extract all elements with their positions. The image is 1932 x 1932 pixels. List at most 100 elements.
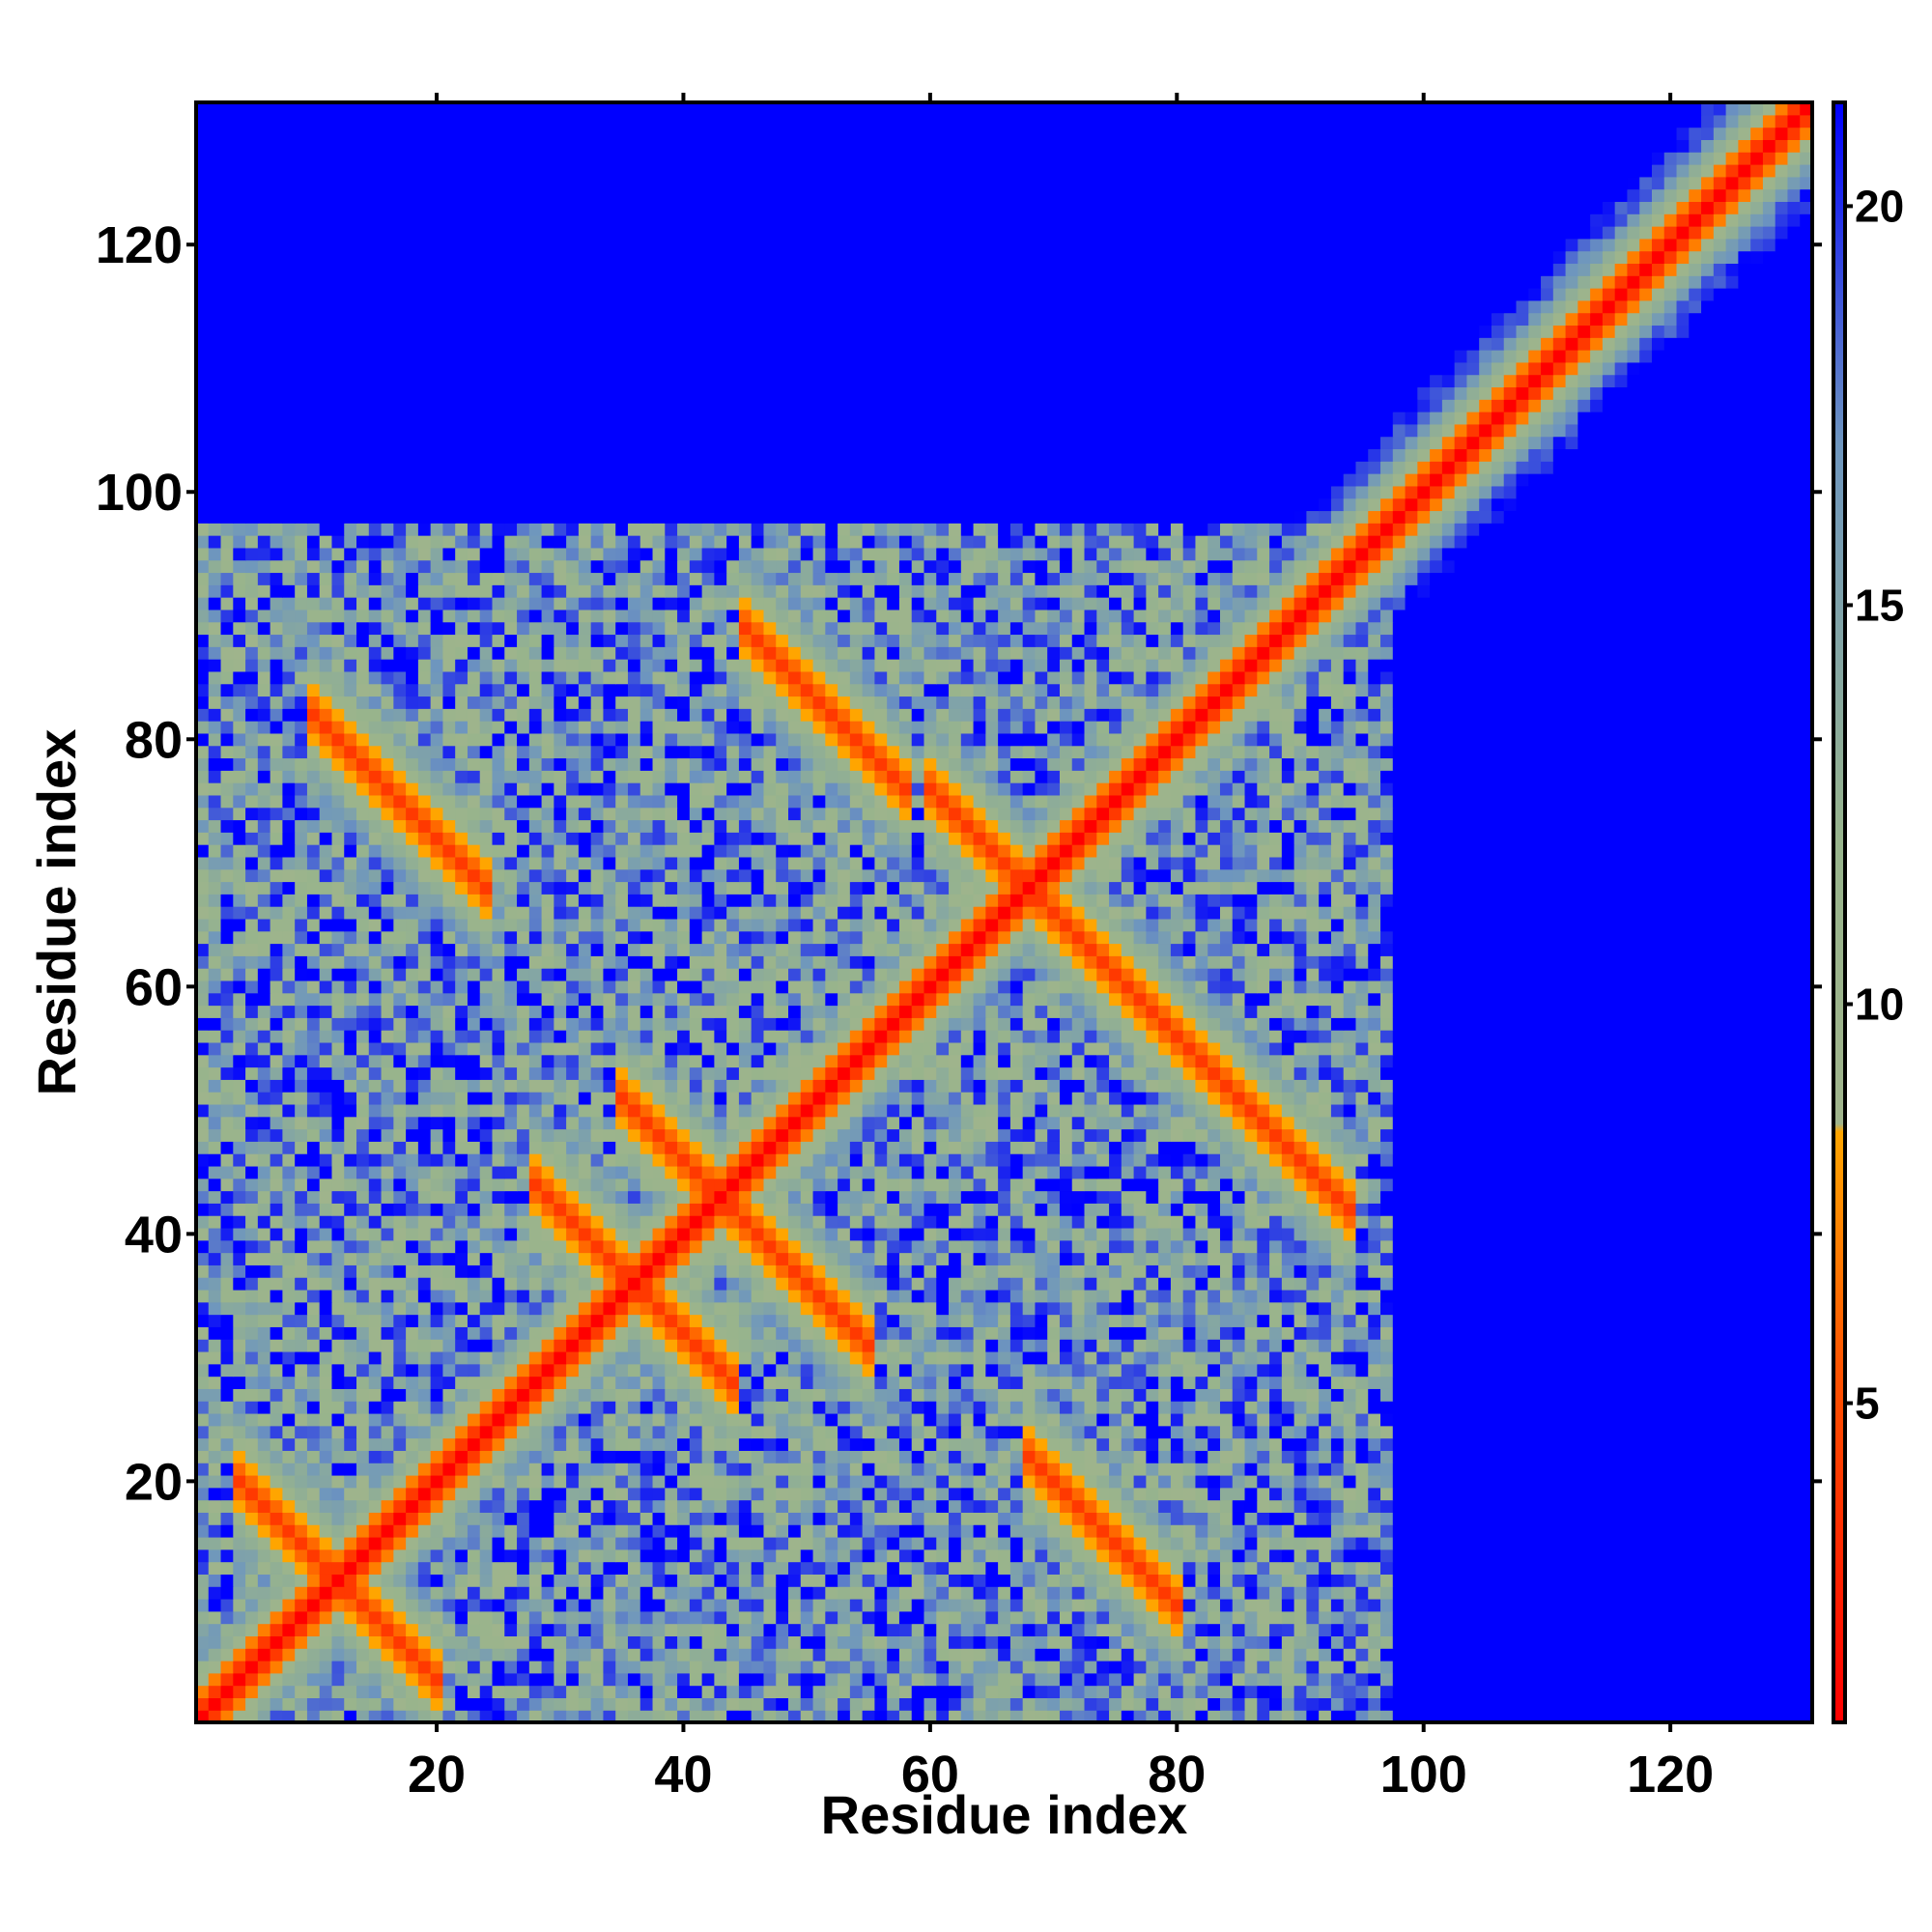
heatmap-cell <box>220 1252 234 1265</box>
heatmap-cell <box>282 1499 296 1513</box>
heatmap-cell <box>627 1264 641 1278</box>
heatmap-cell <box>1639 1301 1653 1316</box>
heatmap-cell <box>1219 1648 1234 1662</box>
heatmap-cell <box>1725 1524 1739 1538</box>
heatmap-cell <box>1430 1685 1443 1698</box>
heatmap-cell <box>1689 1401 1702 1414</box>
heatmap-cell <box>306 1239 321 1254</box>
heatmap-cell <box>1182 1388 1197 1402</box>
heatmap-cell <box>812 1437 826 1451</box>
heatmap-cell <box>1121 1524 1135 1538</box>
heatmap-cell <box>270 1623 283 1636</box>
heatmap-cell <box>1466 1401 1480 1414</box>
heatmap-cell <box>1343 1598 1357 1612</box>
heatmap-cell <box>615 1598 629 1612</box>
heatmap-cell <box>1170 1536 1184 1550</box>
heatmap-cell <box>492 1487 505 1501</box>
heatmap-cell <box>196 1487 210 1501</box>
heatmap-cell <box>1306 1376 1320 1389</box>
heatmap-cell <box>406 1264 419 1278</box>
heatmap-cell <box>714 1672 727 1687</box>
heatmap-cell <box>677 1450 691 1463</box>
heatmap-cell <box>517 1314 530 1327</box>
heatmap-cell <box>554 1401 567 1414</box>
heatmap-cell <box>1689 1524 1702 1538</box>
heatmap-cell <box>825 1437 838 1451</box>
heatmap-cell <box>430 1660 444 1674</box>
heatmap-cell <box>257 1412 271 1427</box>
heatmap-cell <box>751 1401 765 1414</box>
heatmap-cell <box>381 1363 394 1378</box>
heatmap-cell <box>874 1586 888 1600</box>
heatmap-cell <box>677 1388 691 1402</box>
heatmap-cell <box>1047 1524 1061 1538</box>
heatmap-cell <box>1035 1277 1048 1291</box>
heatmap-cell <box>1701 1401 1715 1414</box>
heatmap-cell <box>898 1350 913 1365</box>
heatmap-cell <box>1293 1524 1307 1538</box>
heatmap-cell <box>1293 1685 1307 1698</box>
heatmap-cell <box>1109 1376 1122 1389</box>
heatmap-cell <box>282 1660 296 1674</box>
heatmap-cell <box>393 1648 407 1662</box>
heatmap-cell <box>1170 1524 1184 1538</box>
heatmap-cell <box>504 1660 518 1674</box>
heatmap-cell <box>1454 1277 1468 1291</box>
heatmap-cell <box>1133 1376 1147 1389</box>
heatmap-cell <box>665 1685 678 1698</box>
heatmap-cell <box>1651 1524 1665 1538</box>
heatmap-cell <box>1639 1463 1653 1476</box>
heatmap-cell <box>1219 1697 1234 1711</box>
heatmap-cell <box>949 1548 962 1563</box>
heatmap-cell <box>1182 1376 1197 1389</box>
heatmap-cell <box>1430 1289 1443 1303</box>
heatmap-cell <box>393 1264 407 1278</box>
heatmap-cell <box>368 1339 383 1352</box>
heatmap-cell <box>1762 1574 1776 1587</box>
heatmap-cell <box>1651 1301 1665 1316</box>
heatmap-cell <box>1503 1598 1518 1612</box>
heatmap-cell <box>1071 1326 1086 1340</box>
heatmap-cell <box>1528 1586 1542 1600</box>
heatmap-cell <box>1071 1474 1086 1489</box>
heatmap-cell <box>1096 1524 1110 1538</box>
heatmap-cell <box>528 1289 543 1303</box>
heatmap-cell <box>1244 1363 1258 1378</box>
heatmap-cell <box>1368 1474 1381 1489</box>
heatmap-cell <box>1343 1499 1357 1513</box>
heatmap-cell <box>1541 1623 1554 1636</box>
heatmap-cell <box>689 1586 703 1600</box>
heatmap-cell <box>1047 1264 1061 1278</box>
heatmap-cell <box>1121 1326 1135 1340</box>
heatmap-cell <box>812 1561 826 1575</box>
heatmap-cell <box>442 1548 456 1563</box>
heatmap-cell <box>1663 1586 1678 1600</box>
heatmap-cell <box>1109 1289 1122 1303</box>
heatmap-cell <box>1701 1648 1715 1662</box>
heatmap-cell <box>1738 1623 1751 1636</box>
heatmap-cell <box>849 1339 864 1352</box>
heatmap-cell <box>1319 1660 1332 1674</box>
heatmap-cell <box>1738 1326 1751 1340</box>
heatmap-cell <box>1466 1610 1480 1625</box>
heatmap-cell <box>406 1252 419 1265</box>
heatmap-cell <box>1541 1648 1554 1662</box>
heatmap-cell <box>356 1648 370 1662</box>
heatmap-cell <box>1491 1548 1505 1563</box>
heatmap-cell <box>652 1648 666 1662</box>
heatmap-cell <box>1109 1339 1122 1352</box>
heatmap-cell <box>1182 1339 1197 1352</box>
heatmap-cell <box>1319 1376 1332 1389</box>
heatmap-cell <box>665 1635 678 1649</box>
heatmap-cell <box>1109 1672 1122 1687</box>
heatmap-cell <box>1430 1561 1443 1575</box>
heatmap-cell <box>566 1487 580 1501</box>
heatmap-cell <box>1405 1301 1418 1316</box>
heatmap-cell <box>517 1487 530 1501</box>
heatmap-cell <box>838 1685 851 1698</box>
heatmap-cell <box>528 1264 543 1278</box>
heatmap-cell <box>985 1561 999 1575</box>
heatmap-cell <box>1762 1463 1776 1476</box>
heatmap-cell <box>911 1487 925 1501</box>
heatmap-cell <box>1701 1388 1715 1402</box>
